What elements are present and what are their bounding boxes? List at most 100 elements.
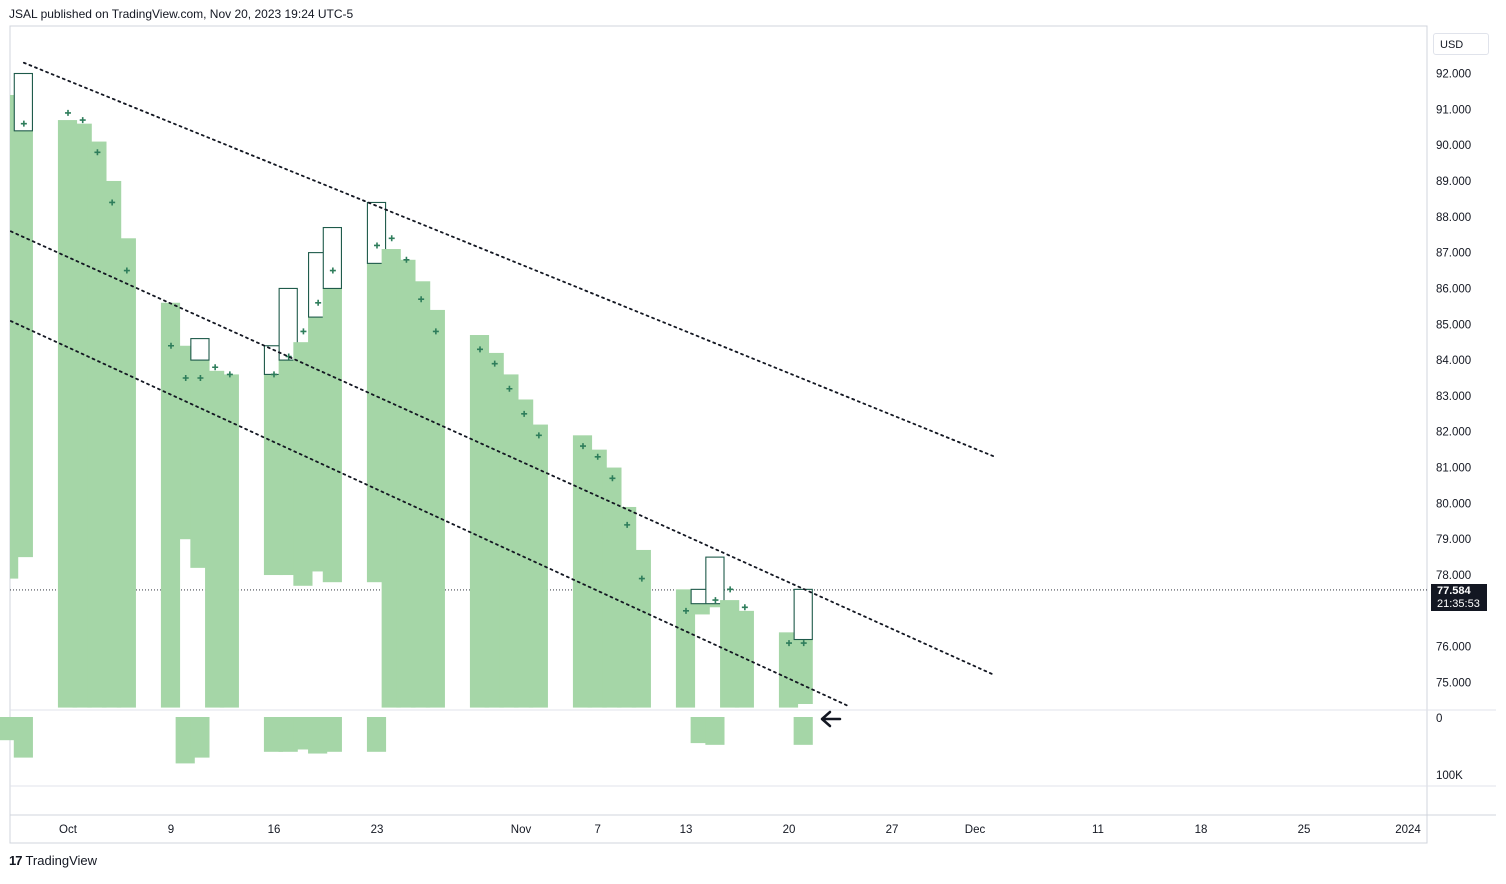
bar-body — [734, 610, 754, 708]
bar-body — [514, 399, 534, 708]
bar-body — [278, 360, 298, 576]
price-axis-label: 79.000 — [1436, 534, 1471, 546]
bar-body — [13, 130, 33, 558]
bar-body — [720, 600, 740, 708]
bar-body — [484, 352, 504, 708]
plus-marker — [624, 521, 631, 528]
plus-marker — [580, 443, 586, 450]
volume-bar — [13, 717, 33, 758]
bar-outline — [13, 72, 33, 132]
price-axis-label: 91.000 — [1436, 104, 1471, 116]
plus-marker — [594, 453, 601, 460]
bar-body — [160, 302, 181, 708]
time-axis-label: Oct — [59, 824, 78, 836]
time-axis-label: 20 — [783, 824, 796, 836]
last-price-value: 77.584 — [1437, 585, 1471, 597]
plus-marker — [65, 109, 71, 116]
tradingview-logo-icon: 17 — [9, 853, 23, 868]
bar-body — [308, 317, 328, 572]
arrow-annotation-icon — [820, 710, 842, 728]
bar-body — [219, 374, 239, 708]
bar-body — [263, 374, 284, 576]
plus-marker — [432, 328, 439, 335]
volume-bar — [175, 717, 195, 764]
price-axis-label: 76.000 — [1436, 642, 1471, 654]
volume-bar — [0, 717, 19, 741]
bar-body — [190, 360, 210, 568]
footer-brand[interactable]: 17 TradingView — [9, 853, 97, 868]
bar-body — [102, 180, 122, 708]
bar-body — [572, 435, 593, 708]
plus-marker — [727, 586, 734, 593]
bar-outline — [278, 287, 298, 361]
volume-bar — [690, 717, 710, 744]
bar-body — [175, 345, 195, 540]
last-price-tag: 77.584 21:35:53 — [1431, 584, 1487, 611]
time-axis-label: 23 — [371, 824, 384, 836]
plus-marker — [123, 267, 130, 274]
bar-outline — [190, 338, 210, 361]
volume-bar — [793, 717, 813, 745]
plus-marker — [94, 149, 101, 156]
bar-body — [205, 370, 225, 708]
publisher-caption: JSAL published on TradingView.com, Nov 2… — [9, 7, 354, 21]
volume-bar — [366, 717, 387, 752]
plus-marker — [79, 117, 86, 124]
price-axis-label: 84.000 — [1436, 355, 1471, 367]
price-axis-label: 81.000 — [1436, 463, 1471, 475]
plus-marker — [521, 410, 528, 417]
bar-body — [411, 281, 431, 708]
price-axis-label: 75.000 — [1436, 678, 1471, 690]
time-axis-label: 2024 — [1395, 824, 1421, 836]
plus-marker — [712, 597, 719, 604]
bar-body — [690, 603, 710, 615]
volume-bar — [322, 717, 342, 752]
volume-bar — [705, 717, 725, 745]
plus-marker — [609, 475, 616, 482]
price-axis-label: 86.000 — [1436, 283, 1471, 295]
price-pane — [10, 61, 1427, 708]
bar-outline — [705, 556, 725, 605]
plus-marker — [491, 360, 498, 367]
time-axis-label: 7 — [595, 824, 601, 836]
bar-body — [793, 639, 813, 704]
plus-marker — [226, 371, 233, 378]
time-axis-label: 9 — [168, 824, 174, 836]
time-axis-label: 13 — [680, 824, 693, 836]
bar-body — [87, 141, 107, 708]
bar-body — [425, 309, 445, 708]
footer-brand-label: TradingView — [25, 853, 98, 868]
trendline-3 — [10, 319, 849, 707]
volume-bar — [293, 717, 313, 750]
bar-body — [366, 263, 387, 583]
time-axis-label: Nov — [511, 824, 532, 836]
plus-marker — [315, 299, 322, 306]
bar-body — [116, 238, 136, 708]
price-axis-label: 87.000 — [1436, 248, 1471, 260]
bar-outline — [366, 201, 387, 264]
bar-body — [587, 449, 607, 708]
price-axis-label: 90.000 — [1436, 140, 1471, 152]
volume-axis-label: 100K — [1436, 770, 1463, 782]
plus-marker — [535, 432, 542, 439]
bar-body — [469, 335, 490, 708]
plus-marker — [800, 640, 807, 647]
plus-marker — [374, 242, 380, 249]
price-axis-label: 78.000 — [1436, 570, 1471, 582]
price-axis-label: 83.000 — [1436, 391, 1471, 403]
volume-bar — [278, 717, 298, 752]
price-axis-label: 82.000 — [1436, 427, 1471, 439]
plus-marker — [182, 375, 189, 381]
time-axis-label: 25 — [1298, 824, 1311, 836]
currency-selector[interactable]: USD — [1433, 33, 1489, 55]
time-axis-label: 11 — [1092, 824, 1104, 836]
trendline-2 — [10, 229, 996, 677]
bar-outline — [793, 588, 813, 641]
price-axis-label: 89.000 — [1436, 176, 1471, 188]
plus-marker — [168, 342, 174, 349]
bar-body — [72, 123, 92, 708]
volume-bar — [263, 717, 284, 752]
plus-marker — [403, 256, 410, 263]
